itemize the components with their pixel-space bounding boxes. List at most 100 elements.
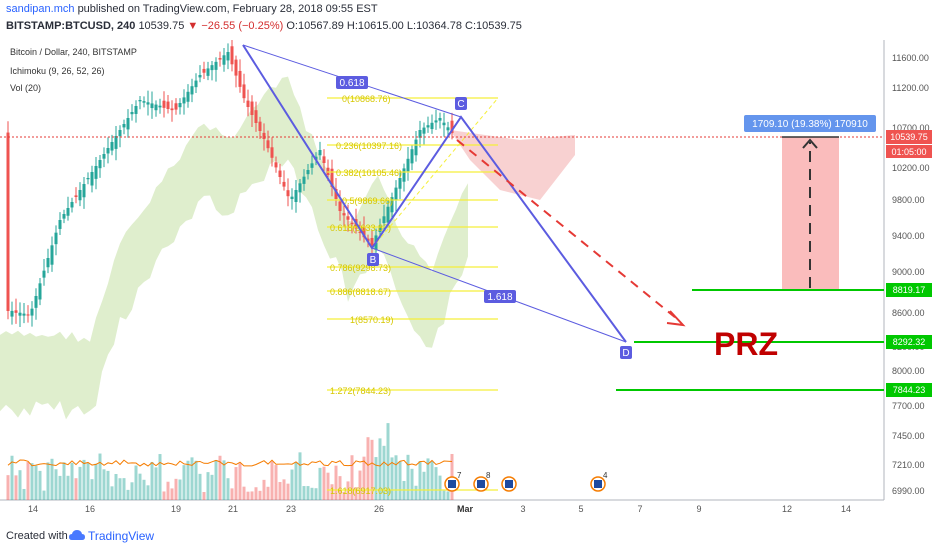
volume-bar	[146, 485, 150, 500]
legend-ichimoku[interactable]: Ichimoku (9, 26, 52, 26)	[10, 66, 105, 76]
volume-bar	[306, 486, 310, 500]
candle-body	[414, 139, 418, 156]
point-d-badge	[620, 346, 632, 359]
point-d-label: D	[622, 348, 629, 359]
fib-label-1: 1(8570.19)	[350, 315, 394, 325]
legend-volume[interactable]: Vol (20)	[10, 83, 41, 93]
candle-body	[214, 61, 218, 70]
volume-bar	[422, 471, 426, 500]
level-tag-a	[886, 283, 932, 297]
event-flag-3[interactable]	[501, 476, 517, 492]
candle-body	[430, 122, 434, 130]
candle-body	[126, 118, 130, 130]
volume-bar	[310, 487, 314, 500]
candle-body	[90, 172, 94, 186]
candle-body	[22, 313, 26, 316]
volume-bar	[30, 463, 34, 500]
volume-bar	[114, 474, 118, 500]
high-label: H:	[346, 20, 358, 32]
volume-bar	[74, 478, 78, 500]
volume-bar	[338, 476, 342, 500]
candle-body	[58, 220, 62, 229]
volume-bar	[394, 455, 398, 500]
volume-bar	[294, 462, 298, 500]
flag-icon-inner	[477, 480, 485, 488]
candle-body	[278, 170, 282, 177]
candle-body	[254, 110, 258, 123]
volume-bar	[110, 486, 114, 500]
candle-body	[98, 160, 102, 169]
last-price: 10539.75	[138, 20, 185, 32]
candle-body	[426, 125, 430, 128]
candle-body	[394, 187, 398, 201]
volume-bar	[222, 460, 226, 500]
candle-body	[406, 158, 410, 172]
event-flag-4[interactable]: 4	[590, 471, 608, 492]
author-link[interactable]: sandipan.mch	[6, 3, 75, 15]
symbol-name[interactable]: BITSTAMP:BTCUSD, 240	[6, 20, 136, 32]
candle-body	[134, 106, 138, 114]
candle-body	[386, 206, 390, 223]
volume-bar	[166, 481, 170, 500]
y-tick-9400: 9400.00	[892, 231, 925, 241]
candle-body	[14, 310, 18, 313]
y-tick-10200: 10200.00	[892, 163, 930, 173]
volume-bar	[38, 470, 42, 500]
volume-bar	[398, 461, 402, 500]
current-price-tag-text: 10539.75	[890, 132, 928, 142]
volume-bar	[202, 491, 206, 500]
legend-symbol[interactable]: Bitcoin / Dollar, 240, BITSTAMP	[10, 47, 137, 57]
volume-bar	[26, 461, 30, 500]
candle-body	[138, 100, 142, 102]
level-tag-a-text: 8819.17	[893, 285, 926, 295]
volume-bar	[230, 488, 234, 500]
candle-body	[266, 140, 270, 149]
candle-body	[162, 100, 166, 108]
candle-body	[438, 118, 442, 121]
x-tick-23: 23	[286, 504, 296, 514]
volume-bar	[174, 478, 178, 500]
candle-body	[190, 86, 194, 95]
measure-arrowhead	[802, 138, 818, 149]
candle-body	[422, 127, 426, 134]
candle-body	[334, 188, 338, 199]
candle-body	[302, 176, 306, 184]
volume-bar	[206, 472, 210, 500]
volume-bar	[378, 438, 382, 500]
created-with-text: Created with	[6, 530, 68, 542]
candle-body	[150, 103, 154, 109]
fib-label-0236: 0.236(10397.16)	[336, 141, 402, 151]
tradingview-brand-link[interactable]: TradingView	[88, 529, 155, 543]
volume-bar	[194, 460, 198, 500]
volume-bar	[66, 475, 70, 500]
event-flag-1[interactable]: 7	[444, 471, 462, 492]
open-label: O:	[286, 20, 298, 32]
candle-body	[338, 201, 342, 211]
candle-body	[174, 103, 178, 110]
candle-body	[6, 132, 10, 311]
candle-body	[346, 216, 350, 220]
volume-bar	[350, 455, 354, 500]
volume-bar	[266, 486, 270, 500]
ratio-badge-xab	[336, 76, 368, 89]
price-chart[interactable]: 0(10868.76) 0.236(10397.16) 0.382(10105.…	[0, 40, 932, 524]
candle-body	[450, 120, 454, 133]
price-axis[interactable]: 11600.00 11200.00 10700.00 10200.00 9800…	[886, 53, 932, 496]
candle-body	[70, 202, 74, 208]
volume-bar	[10, 455, 14, 500]
event-markers: 7 8 4	[444, 471, 608, 492]
measure-label: 1709.10 (19.38%) 170910	[752, 119, 868, 130]
volume-bar	[346, 481, 350, 500]
volume-bar	[226, 478, 230, 500]
volume-bar	[434, 467, 438, 500]
time-axis[interactable]: 14 16 19 21 23 26 Mar 3 5 7 9 12 14	[28, 504, 851, 514]
candle-body	[434, 120, 438, 123]
volume-bar	[314, 488, 318, 500]
fib-label-0618: 0.618(9633.87)	[330, 223, 391, 233]
event-flag-2[interactable]: 8	[473, 471, 491, 492]
candle-body	[50, 245, 54, 265]
volume-bar	[290, 469, 294, 500]
candle-body	[94, 166, 98, 179]
volume-bar	[250, 491, 254, 500]
volume-bar	[442, 490, 446, 500]
